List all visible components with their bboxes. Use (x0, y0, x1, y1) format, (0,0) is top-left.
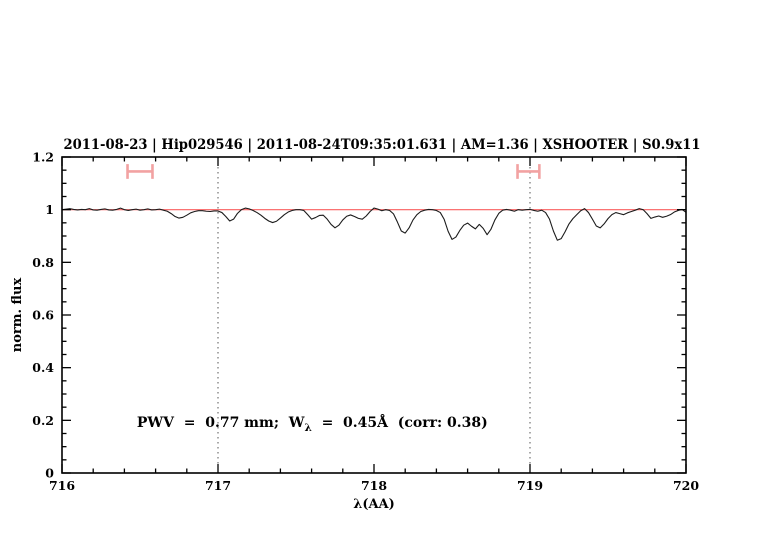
y-tick-label: 0.4 (32, 360, 54, 375)
axis-ticks (61, 156, 687, 474)
annotation-subscript: λ (304, 422, 311, 434)
range-marker (516, 164, 541, 179)
figure-title: 2011-08-23 | Hip029546 | 2011-08-24T09:3… (64, 137, 701, 153)
x-tick-label: 720 (673, 478, 699, 493)
y-tick-label: 0.2 (32, 413, 54, 428)
x-tick-labels: 716 717 718 719 720 (49, 478, 699, 493)
spectrum-line (61, 207, 687, 241)
x-tick-label: 716 (49, 478, 75, 493)
y-tick-label: 1 (45, 202, 54, 217)
range-marker (126, 164, 154, 179)
y-tick-label: 0.8 (32, 255, 54, 270)
y-tick-label: 0 (45, 466, 54, 481)
pwv-annotation: PWV = 0.77 mm; Wλ = 0.45Å (corr: 0.38) (137, 413, 488, 434)
y-axis-label: norm. flux (10, 278, 25, 353)
x-axis-label: λ(AA) (353, 497, 395, 512)
y-tick-labels: 0 0.2 0.4 0.6 0.8 1 1.2 (32, 150, 54, 481)
y-tick-label: 0.6 (32, 308, 54, 323)
x-tick-label: 718 (361, 478, 387, 493)
x-tick-label: 717 (205, 478, 231, 493)
annotation-post: = 0.45Å (corr: 0.38) (312, 413, 488, 431)
annotation-pre: PWV = 0.77 mm; W (137, 415, 305, 431)
y-tick-label: 1.2 (32, 150, 54, 165)
x-tick-label: 719 (517, 478, 543, 493)
range-markers (126, 164, 541, 179)
